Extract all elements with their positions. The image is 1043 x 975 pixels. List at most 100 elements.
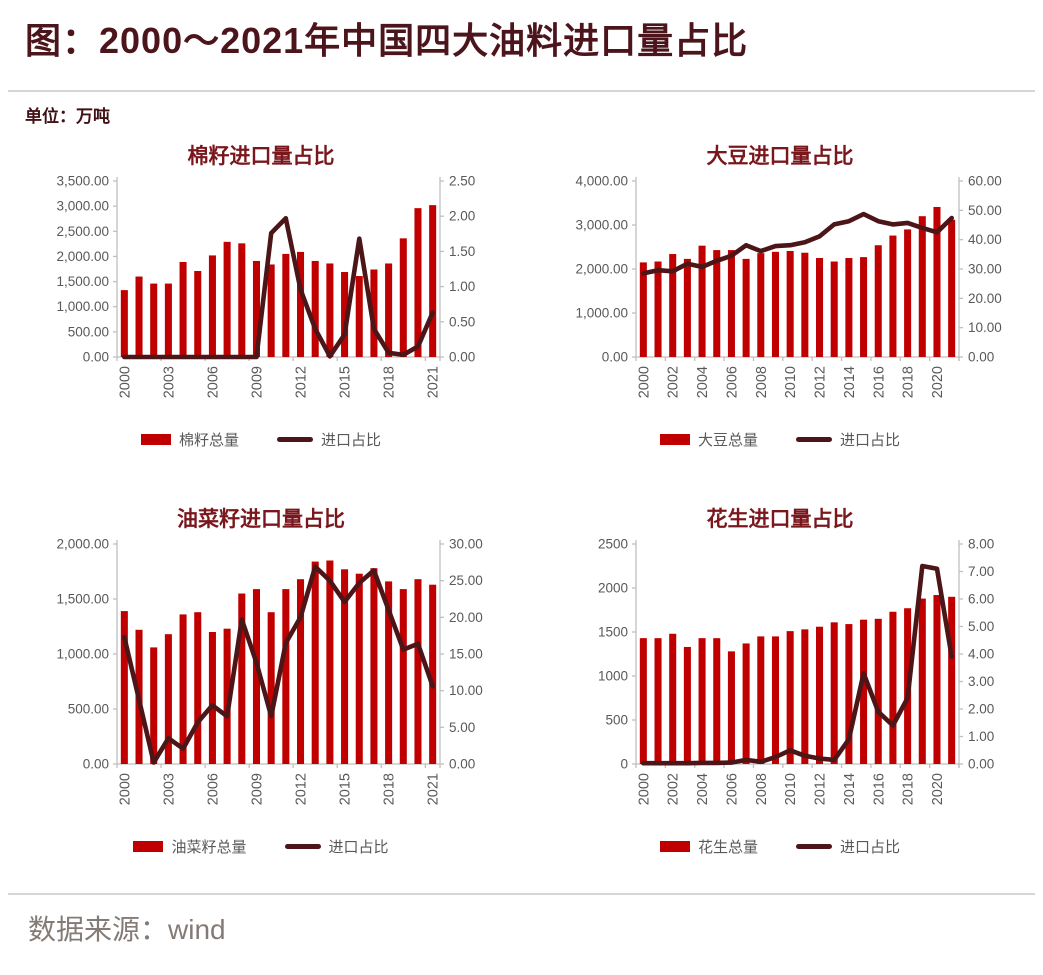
legend-item-bar: 大豆总量 xyxy=(659,429,758,450)
svg-text:2003: 2003 xyxy=(161,366,177,398)
svg-text:0.00: 0.00 xyxy=(83,757,109,772)
chart-plot-rapeseed: 0.00 500.00 1,000.00 1,500.00 2,000.00 0.00 5.… xyxy=(56,537,483,806)
svg-text:2008: 2008 xyxy=(754,773,770,805)
svg-text:500.00: 500.00 xyxy=(68,324,109,339)
svg-text:2,000.00: 2,000.00 xyxy=(56,537,109,552)
svg-text:2006: 2006 xyxy=(724,773,740,805)
svg-text:1,000.00: 1,000.00 xyxy=(575,306,628,321)
svg-text:60.00: 60.00 xyxy=(968,174,1002,189)
svg-text:3.00: 3.00 xyxy=(968,674,994,689)
svg-text:2000: 2000 xyxy=(598,581,628,596)
chart-title-soybean: 大豆进口量占比 xyxy=(706,145,854,168)
legend-bar-label: 油菜籽总量 xyxy=(171,839,247,856)
footer-divider xyxy=(8,893,1035,895)
chart-title-peanut: 花生进口量占比 xyxy=(706,508,854,531)
svg-text:2016: 2016 xyxy=(871,773,887,805)
svg-text:2.00: 2.00 xyxy=(449,209,475,224)
svg-text:50.00: 50.00 xyxy=(968,203,1002,218)
svg-text:0.50: 0.50 xyxy=(449,314,475,329)
svg-text:0.00: 0.00 xyxy=(449,757,475,772)
svg-text:2500: 2500 xyxy=(598,537,628,552)
svg-text:5.00: 5.00 xyxy=(968,619,994,634)
legend-item-line: 进口占比 xyxy=(284,836,389,857)
svg-text:2002: 2002 xyxy=(666,773,682,805)
svg-text:2,000.00: 2,000.00 xyxy=(575,262,628,277)
page-title: 图：2000～2021年中国四大油料进口量占比 xyxy=(25,20,749,61)
svg-text:20.00: 20.00 xyxy=(449,610,483,625)
svg-text:2018: 2018 xyxy=(901,366,917,398)
line-swatch-icon xyxy=(796,437,832,442)
svg-text:1,500.00: 1,500.00 xyxy=(56,274,109,289)
svg-text:5.00: 5.00 xyxy=(449,720,475,735)
legend-bar-label: 大豆总量 xyxy=(697,432,758,449)
bar-swatch-icon xyxy=(140,434,171,445)
svg-text:1000: 1000 xyxy=(598,669,628,684)
legend-bar-label: 棉籽总量 xyxy=(178,432,239,449)
legend-line-label: 进口占比 xyxy=(840,432,901,449)
svg-text:2018: 2018 xyxy=(382,773,398,805)
svg-text:2021: 2021 xyxy=(426,366,442,398)
svg-text:3,500.00: 3,500.00 xyxy=(56,174,109,189)
svg-text:2016: 2016 xyxy=(871,366,887,398)
svg-text:0.00: 0.00 xyxy=(968,757,994,772)
svg-text:40.00: 40.00 xyxy=(968,232,1002,247)
svg-text:2006: 2006 xyxy=(205,366,221,398)
source-label: 数据来源：wind xyxy=(28,914,226,945)
svg-text:2009: 2009 xyxy=(249,773,265,805)
svg-text:0.00: 0.00 xyxy=(83,350,109,365)
legend-line-label: 进口占比 xyxy=(321,432,382,449)
svg-text:0.00: 0.00 xyxy=(968,350,994,365)
svg-text:2.00: 2.00 xyxy=(968,702,994,717)
svg-text:2012: 2012 xyxy=(294,773,310,805)
svg-text:500: 500 xyxy=(605,713,628,728)
svg-text:2006: 2006 xyxy=(724,366,740,398)
svg-text:30.00: 30.00 xyxy=(968,262,1002,277)
svg-text:2012: 2012 xyxy=(813,773,829,805)
legend-item-bar: 油菜籽总量 xyxy=(133,836,247,857)
svg-text:2.50: 2.50 xyxy=(449,174,475,189)
unit-label: 单位：万吨 xyxy=(25,107,110,126)
svg-text:500.00: 500.00 xyxy=(68,702,109,717)
chart-title-rapeseed: 油菜籽进口量占比 xyxy=(177,508,345,531)
svg-text:0.00: 0.00 xyxy=(449,350,475,365)
svg-text:2014: 2014 xyxy=(842,773,858,805)
svg-text:2014: 2014 xyxy=(842,366,858,398)
svg-text:4.00: 4.00 xyxy=(968,647,994,662)
chart-plot-soybean: 0.00 1,000.00 2,000.00 3,000.00 4,000.00 0.00… xyxy=(575,174,1002,399)
svg-text:2012: 2012 xyxy=(813,366,829,398)
chart-title-cottonseed: 棉籽进口量占比 xyxy=(187,145,335,168)
svg-text:8.00: 8.00 xyxy=(968,537,994,552)
legend-line-label: 进口占比 xyxy=(328,839,389,856)
legend-line-label: 进口占比 xyxy=(840,839,901,856)
bar-swatch-icon xyxy=(133,841,164,852)
bar-swatch-icon xyxy=(659,841,690,852)
svg-text:3,000.00: 3,000.00 xyxy=(56,199,109,214)
legend-item-line: 进口占比 xyxy=(277,429,381,450)
svg-text:20.00: 20.00 xyxy=(968,291,1002,306)
svg-text:2018: 2018 xyxy=(901,773,917,805)
svg-text:1,000.00: 1,000.00 xyxy=(56,647,109,662)
legend-bar-label: 花生总量 xyxy=(697,839,758,856)
chart-card-rapeseed: 油菜籽进口量占比 0.00 500.00 1,000.00 1,500.00 2,000… xyxy=(22,505,500,867)
svg-text:1500: 1500 xyxy=(598,625,628,640)
chart-plot-peanut: 0 500 1000 1500 2000 2500 0.00 1.00 2.00 3.00 4.00… xyxy=(598,537,994,806)
svg-text:2004: 2004 xyxy=(695,773,711,805)
svg-text:2021: 2021 xyxy=(426,773,442,805)
legend-soybean: 大豆总量 进口占比 xyxy=(540,429,1020,450)
svg-text:4,000.00: 4,000.00 xyxy=(575,174,628,189)
svg-text:1.50: 1.50 xyxy=(449,244,475,259)
svg-text:2,000.00: 2,000.00 xyxy=(56,249,109,264)
svg-text:2,500.00: 2,500.00 xyxy=(56,224,109,239)
svg-text:10.00: 10.00 xyxy=(968,320,1002,335)
svg-text:15.00: 15.00 xyxy=(449,647,483,662)
svg-text:2004: 2004 xyxy=(695,366,711,398)
svg-text:1.00: 1.00 xyxy=(449,279,475,294)
svg-text:0.00: 0.00 xyxy=(602,350,628,365)
legend-rapeseed: 油菜籽总量 进口占比 xyxy=(22,836,500,857)
svg-text:1,000.00: 1,000.00 xyxy=(56,299,109,314)
chart-card-peanut: 花生进口量占比 0 500 1000 1500 2000 2500 0.00 1.00 2.00… xyxy=(540,505,1020,867)
bar-swatch-icon xyxy=(659,434,690,445)
svg-text:2006: 2006 xyxy=(205,773,221,805)
chart-card-cottonseed: 棉籽进口量占比 0.00 500.00 1,000.00 1,500.00 2,000.… xyxy=(22,142,500,464)
svg-text:2003: 2003 xyxy=(161,773,177,805)
